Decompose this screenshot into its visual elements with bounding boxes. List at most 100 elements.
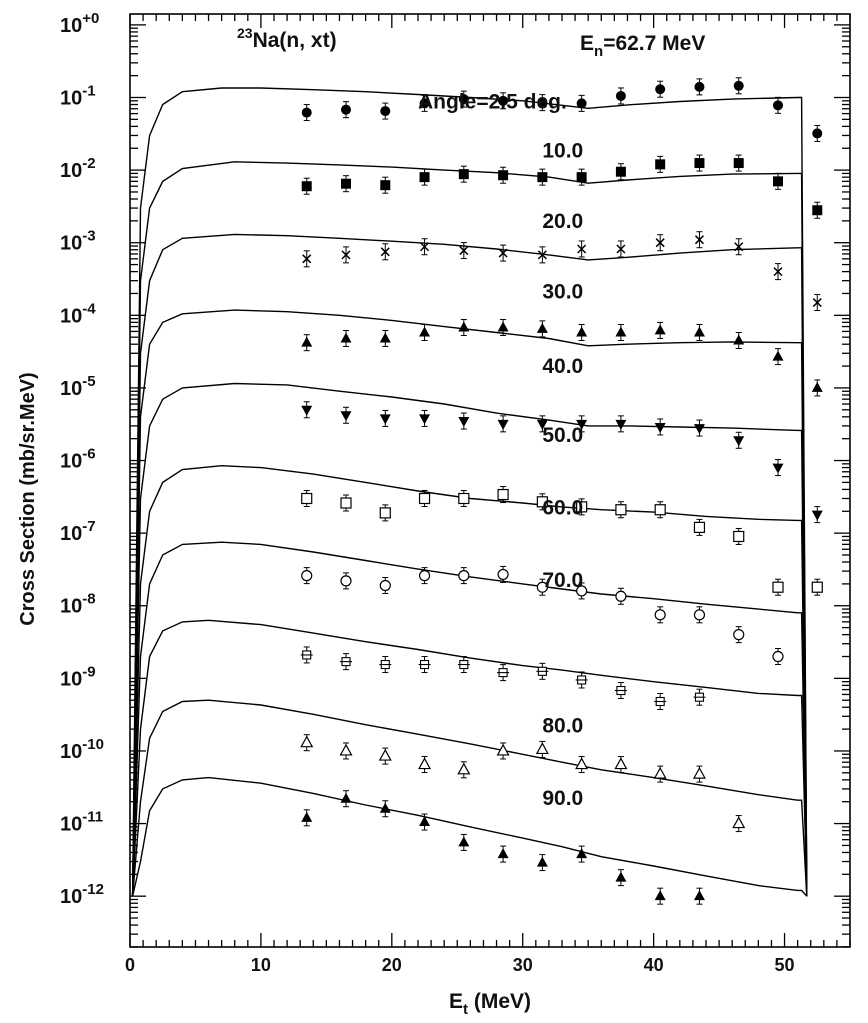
data-point-filled-square <box>615 166 626 177</box>
data-point-open-circle <box>340 575 352 587</box>
x-tick-label: 10 <box>251 955 271 975</box>
data-point-filled-circle <box>655 84 666 95</box>
data-point-open-triangle <box>614 757 628 770</box>
data-point-filled-triangle <box>615 871 627 882</box>
series-label: 60.0 <box>542 497 583 520</box>
y-tick-exponent: +0 <box>82 10 99 27</box>
model-curve <box>131 309 808 897</box>
data-points <box>300 77 823 905</box>
model-curve <box>131 464 808 897</box>
y-tick-label: 10-2 <box>60 155 96 182</box>
y-tick-base: 10 <box>60 814 82 836</box>
data-point-filled-circle <box>380 106 391 117</box>
x-axis-subscript: t <box>463 1001 468 1018</box>
data-point-filled-circle <box>341 104 351 115</box>
data-point-filled-circle <box>537 97 548 108</box>
data-point-filled-triangle <box>419 816 431 827</box>
y-tick-exponent: -12 <box>82 881 104 898</box>
model-curves <box>131 87 808 897</box>
data-point-open-circle <box>615 590 627 602</box>
data-point-filled-triangle <box>654 890 666 901</box>
y-tick-exponent: -5 <box>82 373 95 390</box>
model-curve <box>131 541 808 897</box>
y-tick-label: 10+0 <box>60 10 99 37</box>
data-point-cross <box>655 238 665 248</box>
data-point-open-square <box>301 492 313 505</box>
y-tick-base: 10 <box>60 741 82 763</box>
series-label: 50.0 <box>542 424 583 447</box>
series-label: Angle=2.5 deg. <box>418 91 567 114</box>
data-point-cross <box>694 235 704 245</box>
data-point-filled-square <box>498 170 509 181</box>
data-point-filled-triangle-down <box>419 414 431 425</box>
data-point-filled-circle <box>615 90 626 101</box>
x-tick-label: 50 <box>775 955 795 975</box>
energy-subscript: n <box>594 43 603 60</box>
series-label: 30.0 <box>542 281 583 304</box>
y-tick-base: 10 <box>60 305 82 327</box>
data-point-filled-triangle <box>340 332 352 343</box>
data-point-open-square <box>497 488 509 501</box>
data-point-filled-triangle <box>536 856 548 867</box>
data-point-cross <box>459 246 469 256</box>
data-point-open-circle <box>654 609 666 621</box>
data-point-filled-triangle-down <box>536 419 548 430</box>
data-point-filled-triangle <box>301 336 313 347</box>
x-tick-label: 20 <box>382 955 402 975</box>
data-point-filled-triangle-down <box>497 419 509 430</box>
y-tick-base: 10 <box>60 15 82 37</box>
data-point-open-triangle <box>339 743 353 756</box>
data-point-open-square-cross <box>340 657 352 667</box>
data-point-open-circle <box>576 585 588 597</box>
data-point-open-square <box>576 501 588 513</box>
data-point-filled-triangle <box>497 848 509 859</box>
data-point-filled-triangle-down <box>811 510 823 521</box>
data-point-filled-triangle-down <box>772 463 784 474</box>
y-axis-label: Cross Section (mb/sr.MeV) <box>17 372 39 625</box>
data-point-filled-triangle <box>458 836 470 847</box>
y-tick-label: 10-11 <box>60 809 103 836</box>
data-point-open-circle <box>497 568 509 581</box>
data-point-filled-triangle <box>693 890 705 901</box>
data-point-filled-circle <box>576 98 587 109</box>
y-tick-label: 10-1 <box>60 82 96 109</box>
data-point-cross <box>577 244 587 254</box>
energy-value: =62.7 MeV <box>603 32 705 55</box>
data-point-open-circle <box>301 570 313 582</box>
data-point-cross <box>380 247 390 257</box>
data-point-filled-triangle <box>811 381 823 392</box>
data-point-open-circle <box>733 629 745 641</box>
series-label: 40.0 <box>542 355 583 378</box>
data-point-filled-square <box>537 172 548 183</box>
y-tick-base: 10 <box>60 233 82 255</box>
data-point-open-triangle <box>692 766 706 779</box>
data-point-cross <box>537 250 547 260</box>
data-point-filled-circle <box>733 80 744 91</box>
data-point-filled-triangle-down <box>379 414 391 425</box>
y-tick-base: 10 <box>60 668 82 690</box>
data-point-open-square <box>693 521 706 533</box>
data-point-filled-triangle <box>576 326 588 337</box>
data-point-open-square <box>458 492 470 505</box>
data-point-open-triangle <box>496 743 510 756</box>
series-label: 90.0 <box>542 787 583 810</box>
data-point-filled-triangle <box>301 811 313 822</box>
data-point-open-square <box>615 504 627 516</box>
data-point-filled-circle <box>458 94 469 105</box>
y-tick-exponent: -4 <box>82 300 96 317</box>
data-point-open-square <box>811 581 823 593</box>
data-point-filled-triangle <box>497 321 509 332</box>
reaction-name: Na(n, xt) <box>253 29 337 52</box>
y-tick-exponent: -9 <box>82 663 95 680</box>
data-point-filled-square <box>458 169 469 180</box>
y-tick-label: 10-12 <box>60 881 104 908</box>
data-point-open-triangle <box>732 816 746 829</box>
y-tick-exponent: -10 <box>82 736 104 753</box>
y-tick-base: 10 <box>60 596 82 618</box>
x-tick-label: 40 <box>644 955 664 975</box>
data-point-open-triangle <box>653 766 667 779</box>
data-point-filled-triangle <box>458 321 470 332</box>
data-point-filled-circle <box>773 100 783 111</box>
data-point-cross <box>302 254 312 264</box>
data-point-open-triangle <box>418 757 432 770</box>
